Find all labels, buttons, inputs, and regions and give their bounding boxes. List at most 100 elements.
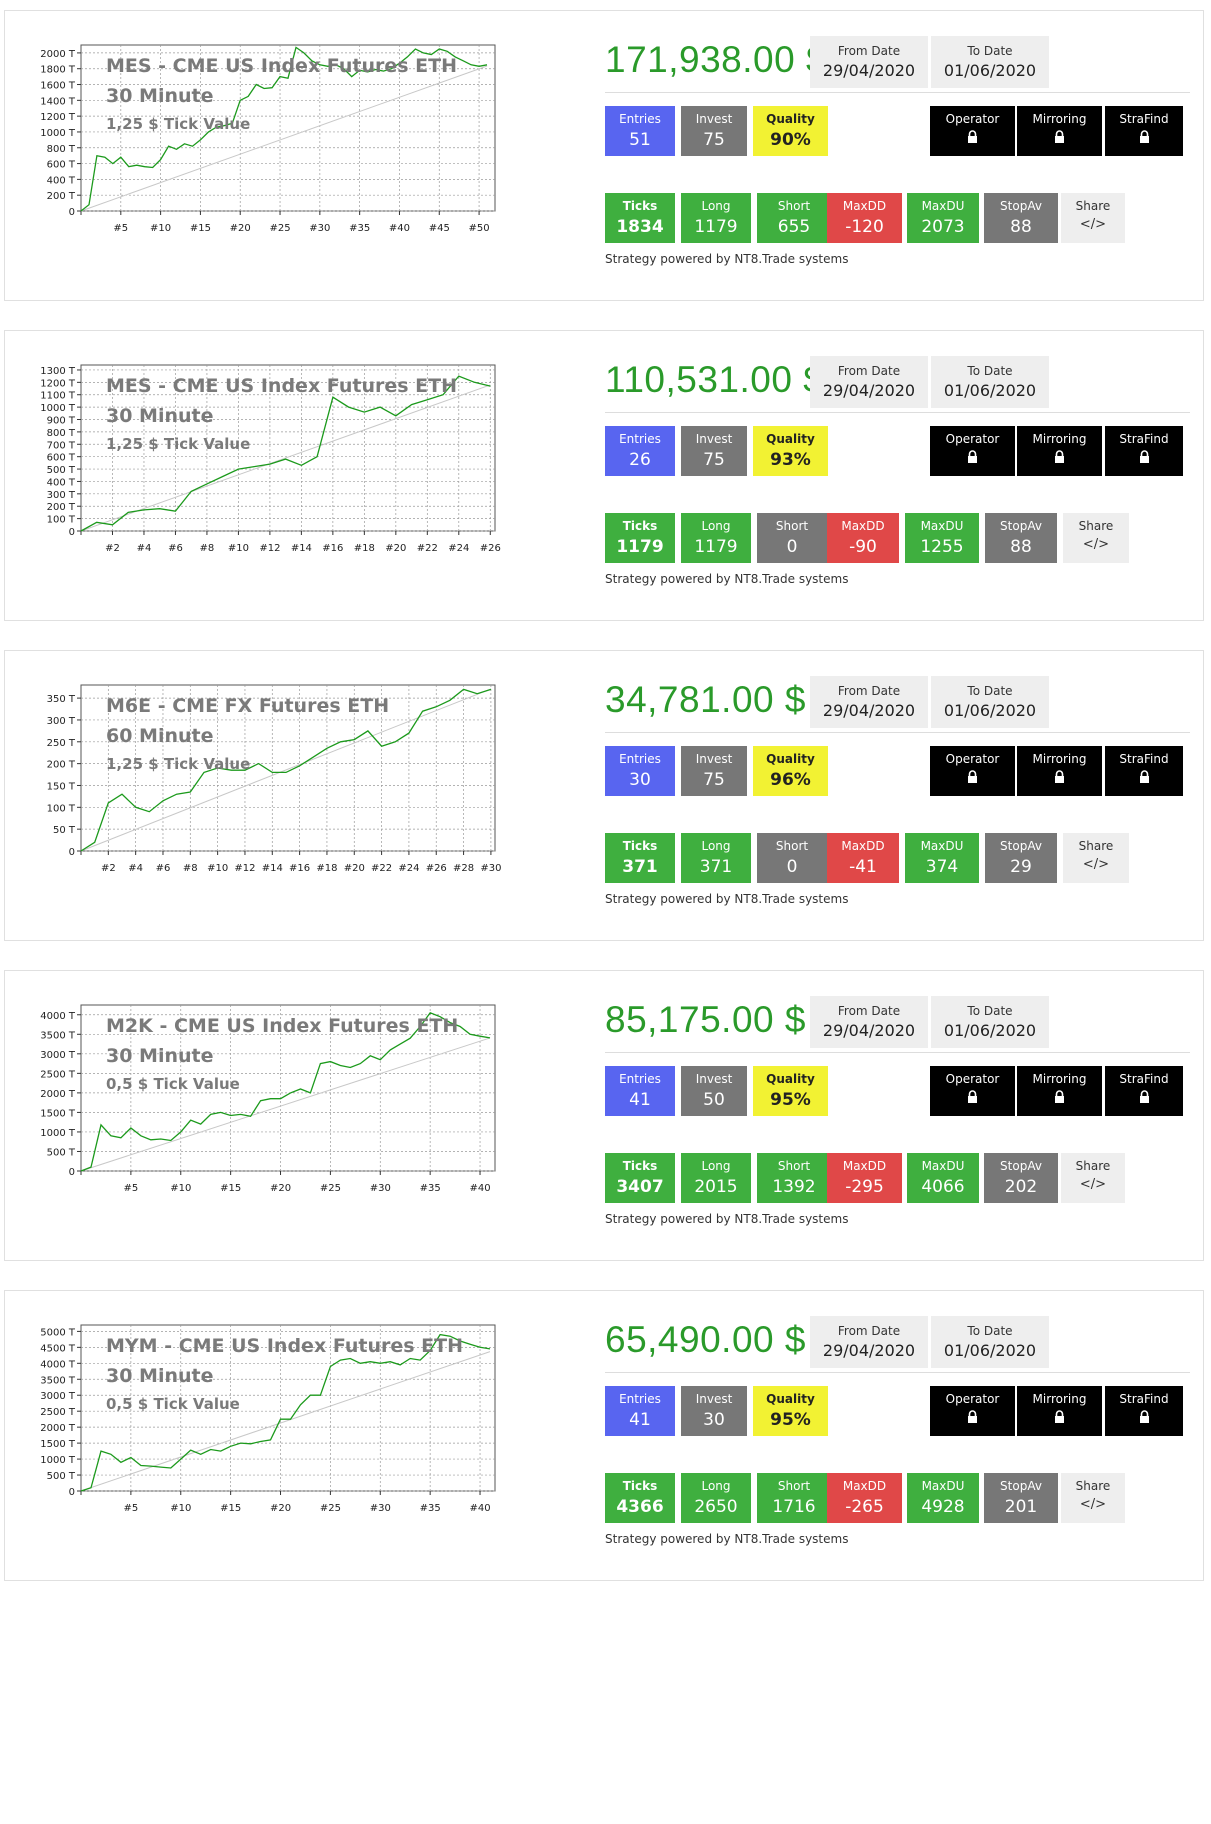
chart-container: 0 200 T 400 T 600 T 800 T 1000 T 1200 T 1400 T 1… (5, 11, 585, 302)
date-divider (605, 1372, 1190, 1373)
share-button[interactable]: Share </> (1061, 1153, 1125, 1203)
trend-line (80, 384, 491, 532)
x-tick-label: #28 (453, 863, 474, 874)
y-tick-label: 3500 T (40, 1375, 76, 1386)
y-tick-label: 0 (69, 1167, 75, 1178)
trend-line (80, 688, 492, 852)
entries-stat: Entries 41 (605, 1386, 675, 1436)
ticks-stat-value: 371 (622, 857, 658, 877)
y-tick-label: 400 T (47, 175, 76, 186)
strategy-card: 0 100 T 200 T 300 T 400 T 500 T 600 T 700 T 800 … (4, 330, 1204, 621)
strafind-button[interactable]: StraFind (1105, 1386, 1183, 1436)
y-tick-label: 1500 T (40, 1439, 76, 1450)
operator-button[interactable]: Operator (930, 746, 1015, 796)
y-tick-label: 4500 T (40, 1343, 76, 1354)
mirroring-button[interactable]: Mirroring (1017, 1386, 1102, 1436)
share-button[interactable]: Share </> (1063, 513, 1129, 563)
x-tick-label: #10 (207, 863, 228, 874)
quality-stat-value: 95% (770, 1410, 811, 1430)
y-tick-label: 300 T (47, 716, 76, 727)
y-tick-label: 2500 T (40, 1407, 76, 1418)
maxdd-stat-value: -41 (849, 857, 877, 877)
powered-by-text: Strategy powered by NT8.Trade systems (605, 252, 849, 266)
mirroring-button-label: Mirroring (1032, 112, 1087, 126)
maxdu-stat: MaxDU 4066 (907, 1153, 979, 1203)
x-tick-label: #22 (417, 543, 438, 554)
maxdu-stat-label: MaxDU (921, 1479, 965, 1493)
x-tick-label: #14 (291, 543, 312, 554)
strafind-button[interactable]: StraFind (1105, 1066, 1183, 1116)
strafind-button[interactable]: StraFind (1105, 746, 1183, 796)
x-tick-label: #15 (220, 1183, 241, 1194)
x-tick-label: #20 (230, 223, 251, 234)
invest-stat-label: Invest (695, 1072, 733, 1086)
strafind-button[interactable]: StraFind (1105, 106, 1183, 156)
operator-button[interactable]: Operator (930, 106, 1015, 156)
quality-stat: Quality 96% (753, 746, 828, 796)
to-date-box: To Date 01/06/2020 (931, 356, 1049, 408)
strafind-button-label: StraFind (1119, 1072, 1169, 1086)
lock-icon (968, 450, 977, 463)
y-tick-label: 0 (69, 207, 75, 218)
y-tick-label: 50 T (53, 825, 76, 836)
short-stat-label: Short (775, 839, 809, 853)
ticks-stat: Ticks 1834 (605, 193, 675, 243)
y-tick-label: 3500 T (40, 1030, 76, 1041)
short-stat-label: Short (777, 199, 811, 213)
x-tick-label: #20 (270, 1183, 291, 1194)
maxdd-stat-label: MaxDD (841, 519, 885, 533)
net-profit: 171,938.00 $ (605, 39, 828, 80)
y-tick-label: 500 T (47, 1471, 76, 1482)
x-tick-label: #30 (370, 1503, 391, 1514)
mirroring-button[interactable]: Mirroring (1017, 1066, 1102, 1116)
y-tick-label: 1000 T (40, 403, 76, 414)
y-tick-label: 1000 T (40, 128, 76, 139)
invest-stat: Invest 75 (681, 106, 747, 156)
to-date-label: To Date (967, 1004, 1013, 1018)
short-stat-value: 0 (786, 857, 798, 877)
ticks-stat-label: Ticks (622, 1479, 658, 1493)
y-tick-label: 100 T (47, 803, 76, 814)
lock-icon (1139, 130, 1149, 143)
operator-button[interactable]: Operator (930, 1386, 1015, 1436)
mirroring-button[interactable]: Mirroring (1017, 746, 1102, 796)
y-tick-label: 1400 T (40, 96, 76, 107)
strafind-button-label: StraFind (1119, 1392, 1169, 1406)
y-tick-label: 2000 T (40, 49, 76, 60)
share-button[interactable]: Share </> (1061, 193, 1125, 243)
share-button[interactable]: Share </> (1061, 1473, 1125, 1523)
quality-stat-label: Quality (766, 752, 815, 766)
mirroring-button[interactable]: Mirroring (1017, 426, 1102, 476)
ticks-stat-label: Ticks (622, 1159, 658, 1173)
x-tick-label: #25 (320, 1183, 341, 1194)
short-stat: Short 1392 (757, 1153, 831, 1203)
invest-stat-label: Invest (695, 432, 733, 446)
long-stat-value: 1179 (694, 537, 738, 557)
ticks-stat: Ticks 3407 (605, 1153, 675, 1203)
lock-icon (1139, 1090, 1149, 1103)
equity-chart: 0 500 T 1000 T 1500 T 2000 T 2500 T 3000 T 3500… (40, 1324, 496, 1514)
from-date-box: From Date 29/04/2020 (810, 1316, 928, 1368)
maxdu-stat-label: MaxDU (921, 199, 965, 213)
lock-icon (1055, 130, 1064, 143)
x-tick-label: #35 (349, 223, 370, 234)
operator-button[interactable]: Operator (930, 1066, 1015, 1116)
invest-stat-label: Invest (695, 112, 733, 126)
invest-stat-label: Invest (695, 1392, 733, 1406)
long-stat-label: Long (701, 1479, 731, 1493)
share-button[interactable]: Share </> (1063, 833, 1129, 883)
stopav-stat-value: 88 (1010, 217, 1032, 237)
y-tick-label: 200 T (47, 760, 76, 771)
maxdu-stat-label: MaxDU (921, 1159, 965, 1173)
from-date-box: From Date 29/04/2020 (810, 996, 928, 1048)
ticks-stat-label: Ticks (622, 199, 658, 213)
mirroring-button[interactable]: Mirroring (1017, 106, 1102, 156)
y-tick-label: 2500 T (40, 1069, 76, 1080)
strafind-button[interactable]: StraFind (1105, 426, 1183, 476)
x-tick-label: #15 (220, 1503, 241, 1514)
maxdu-stat: MaxDU 1255 (905, 513, 979, 563)
y-tick-label: 1800 T (40, 65, 76, 76)
y-tick-label: 1600 T (40, 81, 76, 92)
operator-button[interactable]: Operator (930, 426, 1015, 476)
y-tick-label: 150 T (47, 781, 76, 792)
